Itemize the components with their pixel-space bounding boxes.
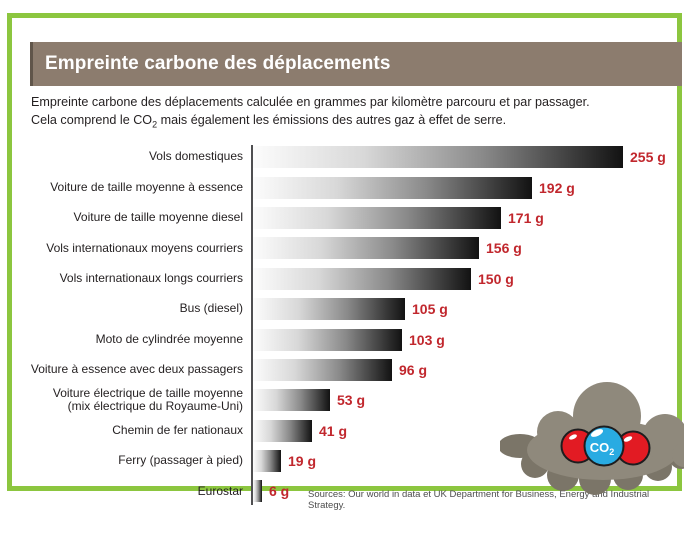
co2-cloud-illustration: CO2 <box>500 382 684 495</box>
bar <box>253 450 281 473</box>
bar-value: 53 g <box>337 392 366 409</box>
bar-value: 156 g <box>486 240 522 257</box>
bar-category-label: Voiture de taille moyenne à essence <box>50 179 243 194</box>
bar <box>253 146 623 169</box>
intro-line2: Cela comprend le CO2 mais également les … <box>31 113 507 130</box>
bar-value: 103 g <box>409 331 445 348</box>
bar-value: 19 g <box>288 453 317 470</box>
bar-category-label: Vols domestiques <box>148 149 243 164</box>
bar-row: Voiture de taille moyenne à essence 192 g <box>30 172 678 202</box>
bar-category-label: Voiture à essence avec deux passagers <box>30 362 243 377</box>
bar-row: Eurostar 6 g <box>30 476 678 506</box>
intro-text: Empreinte carbone des déplacements calcu… <box>31 93 676 132</box>
bar <box>253 206 501 229</box>
bar-row: Ferry (passager à pied) 19 g <box>30 446 678 476</box>
bar <box>253 389 330 412</box>
bar-category-label: Voiture électrique de taille moyenne (mi… <box>52 385 243 414</box>
bar-row: Chemin de fer nationaux 41 g <box>30 416 678 446</box>
bar-value: 171 g <box>508 209 544 226</box>
bar <box>253 176 532 199</box>
bar-value: 6 g <box>269 483 290 500</box>
page-title: Empreinte carbone des déplacements <box>45 53 391 74</box>
co2-subscript: 2 <box>152 119 158 130</box>
bar-category-label: Eurostar <box>197 483 243 498</box>
bar-row: Moto de cylindrée moyenne 103 g <box>30 324 678 354</box>
bar <box>253 358 392 381</box>
bar-row: Voiture à essence avec deux passagers 96 … <box>30 355 678 385</box>
bar <box>253 267 471 290</box>
bar-row: Vols internationaux moyens courriers 156 … <box>30 233 678 263</box>
bar-category-label: Vols internationaux longs courriers <box>59 270 243 285</box>
bar <box>253 419 312 442</box>
bar-value: 96 g <box>399 361 428 378</box>
intro-line1: Empreinte carbone des déplacements calcu… <box>31 95 590 109</box>
chart-axis-line <box>251 145 253 505</box>
bar-value: 150 g <box>478 270 514 287</box>
bar-value: 41 g <box>319 422 348 439</box>
co2-molecule-icon: CO2 <box>560 425 651 467</box>
bar-category-label: Ferry (passager à pied) <box>118 453 243 468</box>
bar-row: Bus (diesel) 105 g <box>30 294 678 324</box>
bar-row: Voiture électrique de taille moyenne (mi… <box>30 385 678 415</box>
bar-row: Vols domestiques 255 g <box>30 142 678 172</box>
bar-value: 255 g <box>630 149 666 166</box>
bar <box>253 480 262 503</box>
source-note: Sources: Our world in data et UK Departm… <box>308 489 650 511</box>
title-bar: Empreinte carbone des déplacements <box>30 42 682 86</box>
bar-category-label: Moto de cylindrée moyenne <box>95 331 243 346</box>
bar <box>253 328 402 351</box>
bar-value: 192 g <box>539 179 575 196</box>
bar-category-label: Voiture de taille moyenne diesel <box>73 210 243 225</box>
bar <box>253 237 479 260</box>
bar-value: 105 g <box>412 301 448 318</box>
bar-row: Voiture de taille moyenne diesel 171 g <box>30 203 678 233</box>
bar-category-label: Chemin de fer nationaux <box>112 422 243 437</box>
bar-category-label: Vols internationaux moyens courriers <box>46 240 243 255</box>
bar-row: Vols internationaux longs courriers 150 g <box>30 264 678 294</box>
bar <box>253 298 405 321</box>
bar-category-label: Bus (diesel) <box>179 301 243 316</box>
svg-text:CO2: CO2 <box>590 440 615 457</box>
green-frame: Empreinte carbone des déplacements Empre… <box>7 13 684 511</box>
bar-chart: Vols domestiques 255 g Voiture de taille m… <box>30 142 678 508</box>
